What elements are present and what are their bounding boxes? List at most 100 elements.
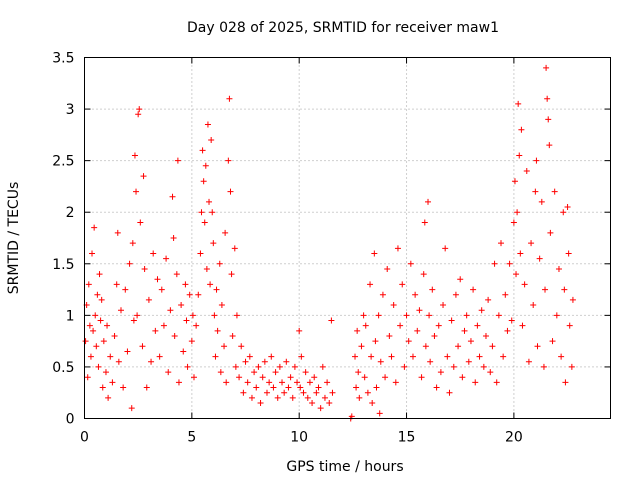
data-point — [261, 358, 268, 365]
data-point — [364, 389, 371, 396]
data-point — [136, 106, 143, 113]
data-point — [379, 291, 386, 298]
data-point — [203, 265, 210, 272]
data-point — [92, 312, 99, 319]
data-point — [446, 389, 453, 396]
data-point — [412, 291, 419, 298]
data-point — [148, 358, 155, 365]
data-point — [197, 250, 204, 257]
data-point — [272, 369, 279, 376]
data-point — [289, 394, 296, 401]
y-tick-label: 3 — [66, 102, 75, 118]
data-point — [298, 353, 305, 360]
data-point — [109, 379, 116, 386]
data-point — [208, 137, 215, 144]
data-point — [202, 162, 209, 169]
data-point — [329, 389, 336, 396]
data-point — [319, 363, 326, 370]
data-point — [209, 209, 216, 216]
data-point — [248, 394, 255, 401]
data-point — [382, 374, 389, 381]
data-point — [392, 379, 399, 386]
data-point — [190, 374, 197, 381]
data-point — [388, 353, 395, 360]
data-point — [326, 400, 333, 407]
data-point — [394, 245, 401, 252]
data-point — [560, 209, 567, 216]
data-point — [532, 188, 539, 195]
data-point — [362, 322, 369, 329]
data-point — [355, 369, 362, 376]
data-point — [198, 209, 205, 216]
data-point — [500, 353, 507, 360]
data-point — [186, 291, 193, 298]
data-point — [263, 389, 270, 396]
data-point — [251, 369, 258, 376]
data-point — [99, 384, 106, 391]
data-point — [117, 307, 124, 314]
data-point — [95, 363, 102, 370]
data-point — [386, 332, 393, 339]
data-point — [397, 322, 404, 329]
data-point — [253, 384, 260, 391]
data-point — [204, 121, 211, 128]
data-point — [302, 369, 309, 376]
data-point — [211, 312, 218, 319]
data-point — [544, 95, 551, 102]
data-point — [255, 363, 262, 370]
data-point — [311, 374, 318, 381]
data-point — [180, 348, 187, 355]
data-point — [437, 369, 444, 376]
data-point — [493, 379, 500, 386]
data-point — [300, 389, 307, 396]
data-point — [427, 358, 434, 365]
data-point — [178, 302, 185, 309]
data-point — [564, 204, 571, 211]
data-point — [160, 322, 167, 329]
data-point — [137, 219, 144, 226]
data-point — [306, 379, 313, 386]
data-point — [356, 394, 363, 401]
data-point — [421, 219, 428, 226]
data-point — [476, 353, 483, 360]
data-point — [122, 286, 129, 293]
data-point — [516, 152, 523, 159]
data-point — [352, 353, 359, 360]
data-point — [183, 317, 190, 324]
data-point — [372, 338, 379, 345]
data-point — [506, 260, 513, 267]
data-point — [231, 245, 238, 252]
data-point — [86, 322, 93, 329]
data-point — [89, 250, 96, 257]
data-point — [165, 369, 172, 376]
data-point — [124, 348, 131, 355]
data-point — [420, 271, 427, 278]
data-point — [90, 327, 97, 334]
data-point — [223, 379, 230, 386]
data-point — [158, 286, 165, 293]
data-point — [431, 332, 438, 339]
data-point — [530, 302, 537, 309]
data-point — [508, 317, 515, 324]
data-point — [478, 307, 485, 314]
data-point — [354, 327, 361, 334]
data-point — [489, 343, 496, 350]
data-point — [133, 188, 140, 195]
data-point — [545, 116, 552, 123]
data-point — [259, 374, 266, 381]
data-point — [257, 400, 264, 407]
data-point — [173, 271, 180, 278]
data-point — [276, 363, 283, 370]
data-point — [373, 384, 380, 391]
data-point — [444, 353, 451, 360]
x-axis: 0 5 10 15 20 — [80, 57, 523, 446]
data-point — [569, 296, 576, 303]
data-point — [226, 95, 233, 102]
data-point — [399, 281, 406, 288]
y-tick-label: 2 — [66, 205, 75, 221]
data-point — [291, 363, 298, 370]
grid — [84, 57, 611, 419]
data-point — [115, 358, 122, 365]
x-tick-label: 5 — [187, 430, 196, 446]
data-point — [281, 389, 288, 396]
